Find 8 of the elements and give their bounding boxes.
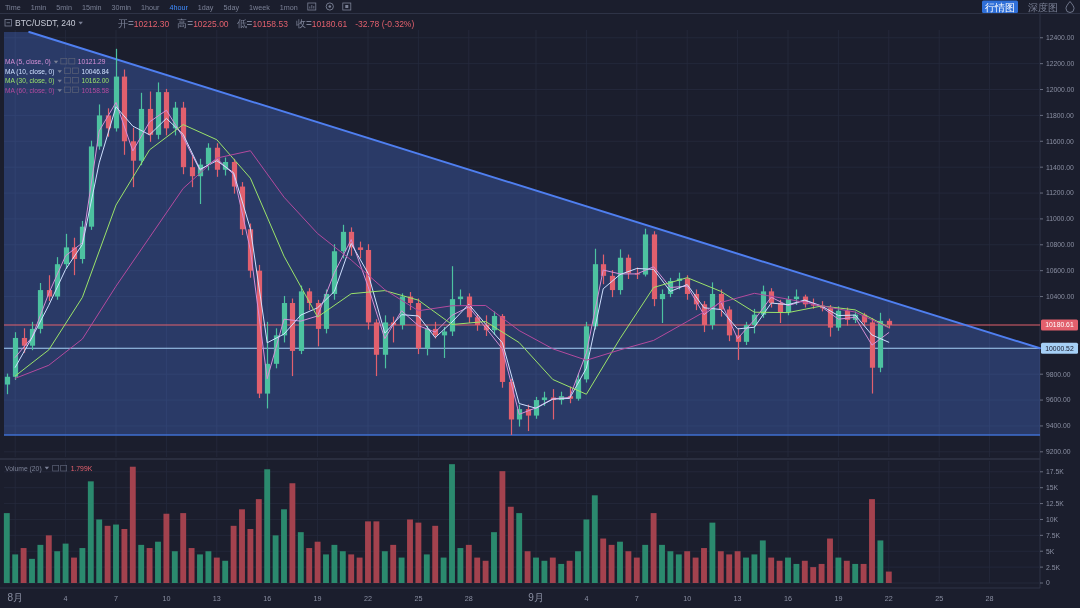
x-tick-label: 9月	[528, 591, 544, 603]
x-tick-label: 8月	[7, 591, 23, 603]
text: -32.78 (-0.32%)	[355, 18, 415, 29]
text: 收=10180.61	[295, 17, 348, 29]
chart-title: BTC/USDT, 240	[15, 18, 76, 28]
text: 开=10212.30	[118, 17, 170, 29]
text: 高=10225.00	[177, 17, 229, 29]
text: 低=10158.53	[236, 17, 289, 29]
